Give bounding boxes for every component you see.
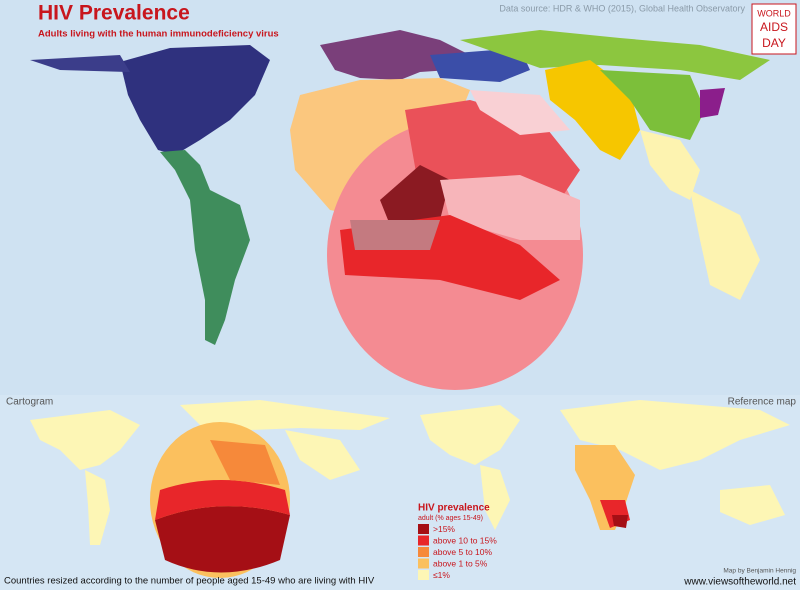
panel-label: Cartogram <box>6 397 53 408</box>
website: www.viewsoftheworld.net <box>683 577 796 588</box>
legend-title: HIV prevalence <box>418 503 490 514</box>
small-cartogram <box>30 400 390 578</box>
reference-map <box>420 400 790 530</box>
legend-swatch <box>418 558 429 569</box>
logo: WORLD AIDS DAY <box>751 3 797 55</box>
legend-label: above 5 to 10% <box>433 547 493 557</box>
panel-label: Reference map <box>728 397 797 408</box>
legend-label: above 10 to 15% <box>433 535 497 545</box>
legend-swatch <box>418 547 429 557</box>
source: Data source: HDR & WHO (2015), Global He… <box>499 3 745 13</box>
logo-box <box>751 3 797 55</box>
legend-swatch <box>418 535 429 546</box>
legend-label: above 1 to 5% <box>433 558 488 568</box>
credit: Map by Benjamin Hennig <box>723 568 796 575</box>
logo-line: WORLD <box>757 8 791 18</box>
legend-subtitle: adult (% ages 15-49) <box>418 515 483 522</box>
footer-description: Countries resized according to the numbe… <box>4 576 375 587</box>
legend-label: >15% <box>433 524 455 534</box>
subtitle: Adults living with the human immunodefic… <box>38 29 279 40</box>
legend: HIV prevalence adult (% ages 15-49) >15%… <box>418 503 497 580</box>
legend-swatch <box>418 570 429 580</box>
title: HIV Prevalence <box>38 2 190 25</box>
logo-line: DAY <box>762 36 786 50</box>
main-cartogram <box>30 30 770 390</box>
logo-line: AIDS <box>760 20 788 34</box>
legend-swatch <box>418 524 429 534</box>
legend-label: ≤1% <box>433 570 450 580</box>
